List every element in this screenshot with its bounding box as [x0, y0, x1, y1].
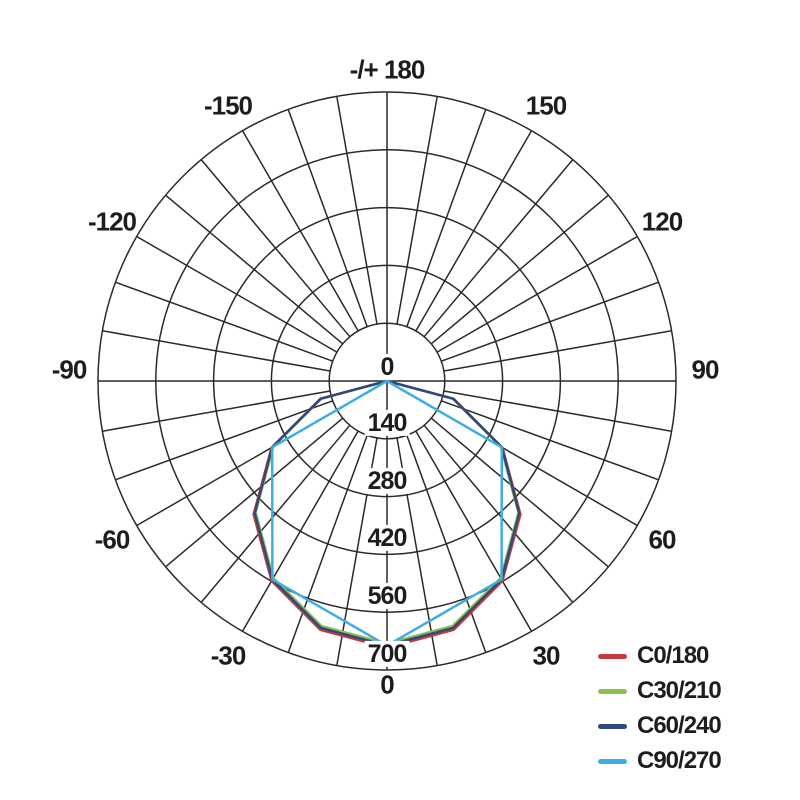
- legend-color-dash-icon: [598, 758, 627, 764]
- legend-row: C60/240: [598, 712, 722, 739]
- grid-spoke: [430, 194, 609, 345]
- angle-label--90: -90: [51, 354, 88, 385]
- grid-spoke: [115, 281, 333, 362]
- grid-spoke: [415, 130, 533, 332]
- grid-spoke: [443, 390, 672, 432]
- grid-spoke: [136, 235, 338, 353]
- legend-row: C0/180: [598, 644, 721, 668]
- grid-spoke: [115, 400, 333, 481]
- grid-spoke: [406, 435, 487, 653]
- angle-label--60: -60: [94, 524, 131, 555]
- grid-spoke: [241, 430, 359, 632]
- grid-spoke: [287, 435, 368, 653]
- angle-label-30: 30: [532, 640, 561, 671]
- grid-spoke: [165, 194, 344, 345]
- radial-label-560: 560: [364, 583, 410, 609]
- angle-label-60: 60: [648, 524, 677, 555]
- grid-spoke: [415, 430, 533, 632]
- angle-label-120: 120: [641, 206, 683, 237]
- radial-label-280: 280: [364, 468, 410, 494]
- grid-spoke: [102, 330, 331, 372]
- grid-spoke: [441, 281, 659, 362]
- angle-label--150: -150: [203, 90, 253, 121]
- angle-label-180: -/+ 180: [349, 54, 426, 85]
- angle-label-0: 0: [380, 669, 395, 700]
- legend-row: C90/270: [598, 747, 722, 774]
- angle-label-150: 150: [525, 90, 567, 121]
- grid-spoke: [102, 390, 331, 432]
- grid-spoke: [423, 424, 574, 603]
- radial-label-700: 700: [364, 641, 410, 667]
- grid-spoke: [436, 235, 638, 353]
- grid-spoke: [200, 424, 351, 603]
- radial-label-140: 140: [364, 410, 410, 436]
- legend-color-dash-icon: [598, 653, 627, 659]
- legend-label: C60/240: [637, 712, 722, 739]
- legend-color-dash-icon: [598, 723, 627, 729]
- grid-spoke: [441, 400, 659, 481]
- grid-spoke: [443, 330, 672, 372]
- angle-label--30: -30: [210, 640, 247, 671]
- grid-spoke: [336, 96, 378, 325]
- grid-spoke: [406, 109, 487, 327]
- angle-label--120: -120: [87, 206, 137, 237]
- legend-label: C90/270: [637, 747, 722, 774]
- grid-spoke: [165, 417, 344, 568]
- grid-spoke: [241, 130, 359, 332]
- angle-label-90: 90: [691, 354, 720, 385]
- grid-spoke: [200, 159, 351, 338]
- radial-label-420: 420: [364, 525, 410, 551]
- legend-row: C30/210: [598, 677, 722, 704]
- grid-spoke: [430, 417, 609, 568]
- legend-color-dash-icon: [598, 688, 627, 694]
- legend: C0/180 C30/210 C60/240 C90/270: [598, 644, 722, 774]
- legend-label: C30/210: [637, 677, 722, 704]
- grid-spoke: [287, 109, 368, 327]
- legend-label: C0/180: [637, 642, 709, 669]
- radial-label-0: 0: [377, 354, 397, 380]
- grid-spoke: [396, 96, 438, 325]
- grid-spoke: [423, 159, 574, 338]
